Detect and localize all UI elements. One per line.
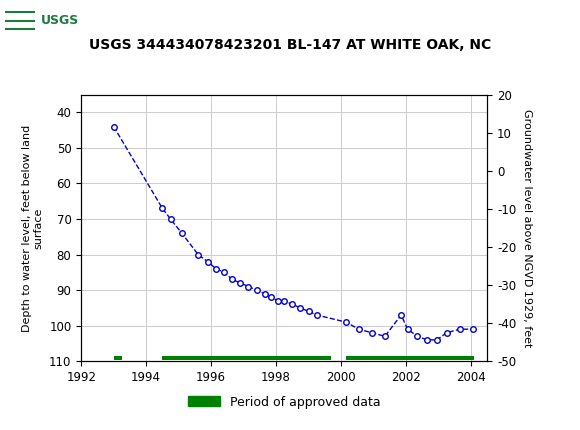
Bar: [162, 356, 331, 360]
Y-axis label: Depth to water level, feet below land
surface: Depth to water level, feet below land su…: [22, 124, 44, 332]
Y-axis label: Groundwater level above NGVD 1929, feet: Groundwater level above NGVD 1929, feet: [522, 109, 532, 347]
Bar: [114, 356, 122, 360]
Legend: Period of approved data: Period of approved data: [183, 390, 385, 414]
Bar: [346, 356, 474, 360]
Text: USGS 344434078423201 BL-147 AT WHITE OAK, NC: USGS 344434078423201 BL-147 AT WHITE OAK…: [89, 38, 491, 52]
Text: USGS: USGS: [3, 12, 60, 26]
Text: USGS: USGS: [41, 14, 79, 27]
